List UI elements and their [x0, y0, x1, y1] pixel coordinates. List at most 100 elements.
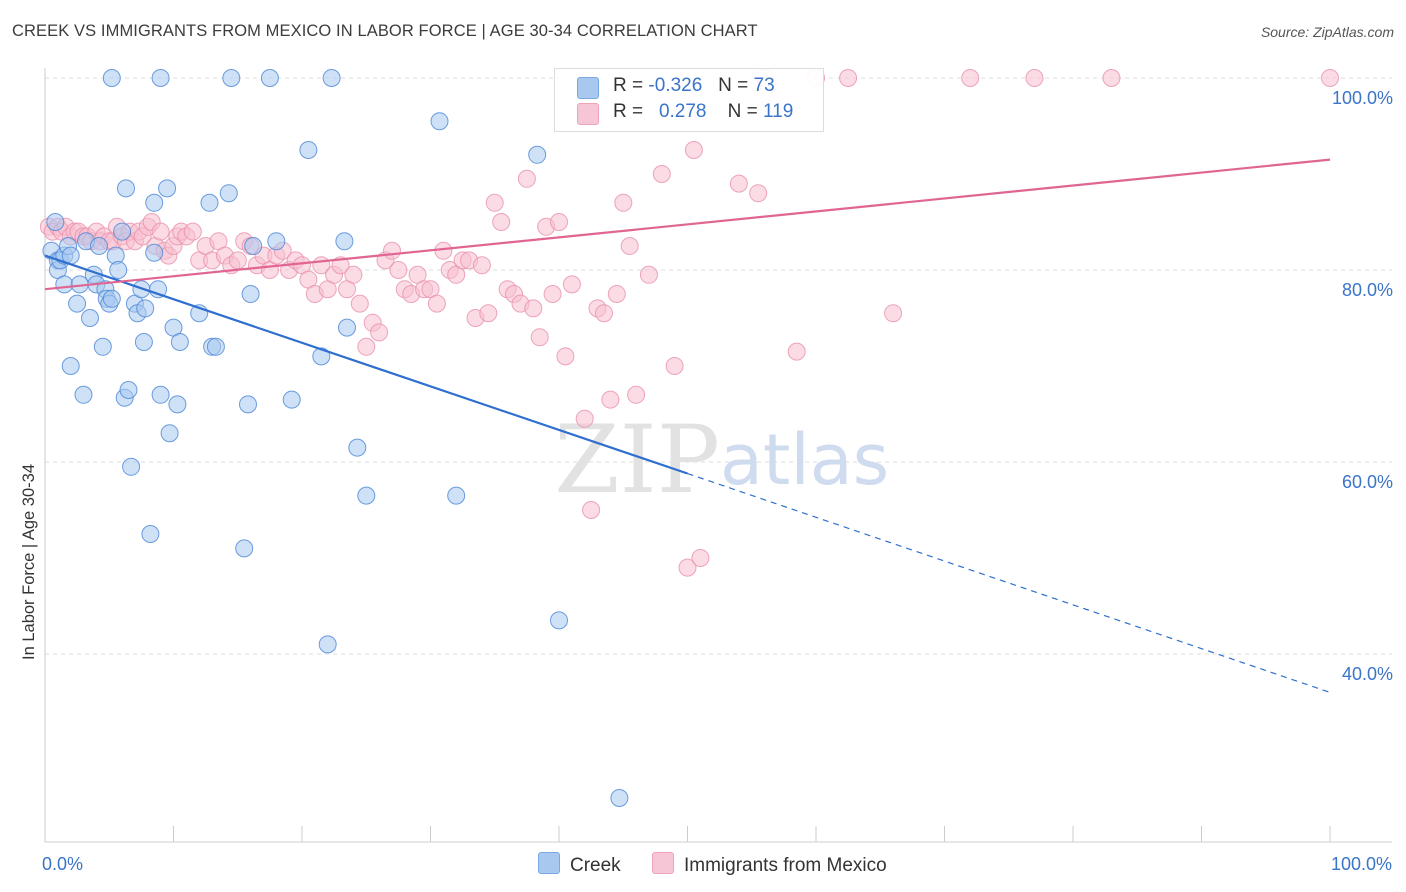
- mexico-point: [627, 385, 646, 404]
- creek-point: [160, 424, 179, 443]
- legend-n-label: N =: [718, 75, 749, 96]
- creek-point: [528, 145, 547, 164]
- creek-point: [322, 69, 341, 87]
- mexico-point: [678, 558, 697, 577]
- creek-point: [68, 294, 87, 313]
- creek-point: [81, 309, 99, 327]
- y-tick-label: 80.0%: [1342, 280, 1393, 300]
- grid-lines: [45, 77, 1392, 655]
- watermark-atlas: atlas: [720, 419, 889, 501]
- legend-r-label: R =: [613, 75, 644, 96]
- creek-point: [550, 611, 568, 630]
- mexico-point: [543, 285, 562, 303]
- creek-point: [113, 222, 132, 241]
- creek-point: [109, 261, 128, 279]
- mexico-point: [556, 347, 575, 366]
- legend-r-label: R =: [613, 101, 644, 122]
- chart-source: Source: ZipAtlas.com: [1260, 24, 1394, 40]
- y-tick-label: 100.0%: [1332, 88, 1393, 108]
- creek-point: [93, 337, 112, 356]
- mexico-point: [665, 357, 684, 375]
- creek-trend-extension: [687, 472, 1331, 693]
- mexico-point: [228, 251, 247, 270]
- mexico-point: [485, 193, 504, 212]
- mexico-point: [839, 69, 858, 87]
- creek-point: [335, 232, 354, 251]
- legend-n-label: N =: [727, 101, 758, 122]
- trend-lines: [44, 158, 1331, 693]
- mexico-point: [884, 304, 903, 323]
- creek-point: [170, 333, 189, 351]
- mexico-point: [639, 265, 658, 284]
- creek-point: [90, 237, 108, 255]
- mexico-point: [530, 328, 549, 347]
- mexico-point: [370, 323, 389, 342]
- mexico-swatch: [577, 103, 599, 125]
- bottom-legend-mexico: Immigrants from Mexico: [652, 852, 887, 877]
- creek-point: [318, 635, 337, 654]
- creek-point: [338, 318, 356, 337]
- creek-point: [102, 289, 121, 308]
- bottom-legend-creek: Creek: [538, 852, 621, 877]
- creek-point: [447, 486, 466, 505]
- creek-point: [158, 179, 177, 198]
- mexico-point: [331, 256, 350, 275]
- mexico-point: [1321, 69, 1339, 87]
- creek-point: [239, 395, 257, 414]
- mexico-point: [517, 169, 536, 188]
- creek-point: [141, 525, 160, 543]
- creek-point: [145, 243, 164, 262]
- mexico-point: [652, 165, 671, 183]
- creek-point: [117, 179, 135, 198]
- mexico-point: [595, 304, 613, 323]
- mexico-point: [524, 299, 543, 318]
- creek-point: [235, 539, 254, 558]
- mexico-point: [492, 213, 511, 231]
- mexico-point: [344, 265, 363, 284]
- creek-point: [200, 193, 219, 212]
- mexico-trend-line: [44, 158, 1331, 291]
- legend-n-value: 119: [763, 101, 794, 122]
- mexico-point: [1102, 69, 1121, 87]
- creek-swatch: [577, 77, 599, 99]
- creek-point: [222, 69, 241, 87]
- creek-point: [610, 789, 629, 807]
- creek-point: [299, 141, 318, 159]
- bottom-legend-creek-label: Creek: [570, 855, 621, 876]
- creek-point: [136, 299, 155, 318]
- creek-point: [430, 112, 449, 131]
- creek-trend-line: [44, 254, 688, 475]
- creek-point: [312, 347, 331, 366]
- chart-title: CREEK VS IMMIGRANTS FROM MEXICO IN LABOR…: [12, 22, 758, 40]
- mexico-point: [550, 213, 568, 231]
- creek-point: [74, 385, 93, 404]
- creek-point: [55, 275, 74, 294]
- scatter-points: [39, 69, 1339, 807]
- mexico-point: [620, 237, 639, 255]
- mexico-point: [350, 294, 369, 313]
- mexico-point: [691, 549, 710, 567]
- mexico-point: [787, 342, 806, 361]
- legend-r-value: 0.278: [658, 101, 707, 122]
- x-tick-label: 0.0%: [42, 854, 83, 874]
- creek-point: [267, 232, 286, 251]
- correlation-legend: R = -0.326 N = 73 R = 0.278 N = 119: [554, 68, 824, 132]
- mexico-point: [562, 275, 581, 294]
- mexico-point: [607, 285, 626, 303]
- creek-point: [244, 237, 263, 255]
- creek-point: [151, 385, 170, 404]
- axes: [44, 68, 1392, 843]
- legend-n-value: 73: [753, 75, 775, 96]
- creek-point: [134, 333, 153, 351]
- creek-point: [219, 184, 238, 203]
- y-tick-label: 60.0%: [1342, 472, 1393, 492]
- mexico-point: [151, 222, 170, 241]
- mexico-point: [1025, 69, 1044, 87]
- creek-swatch: [538, 852, 560, 874]
- mexico-point: [729, 174, 748, 193]
- mexico-point: [389, 261, 408, 279]
- creek-point: [102, 69, 121, 87]
- mexico-point: [427, 294, 446, 313]
- creek-point: [46, 213, 65, 231]
